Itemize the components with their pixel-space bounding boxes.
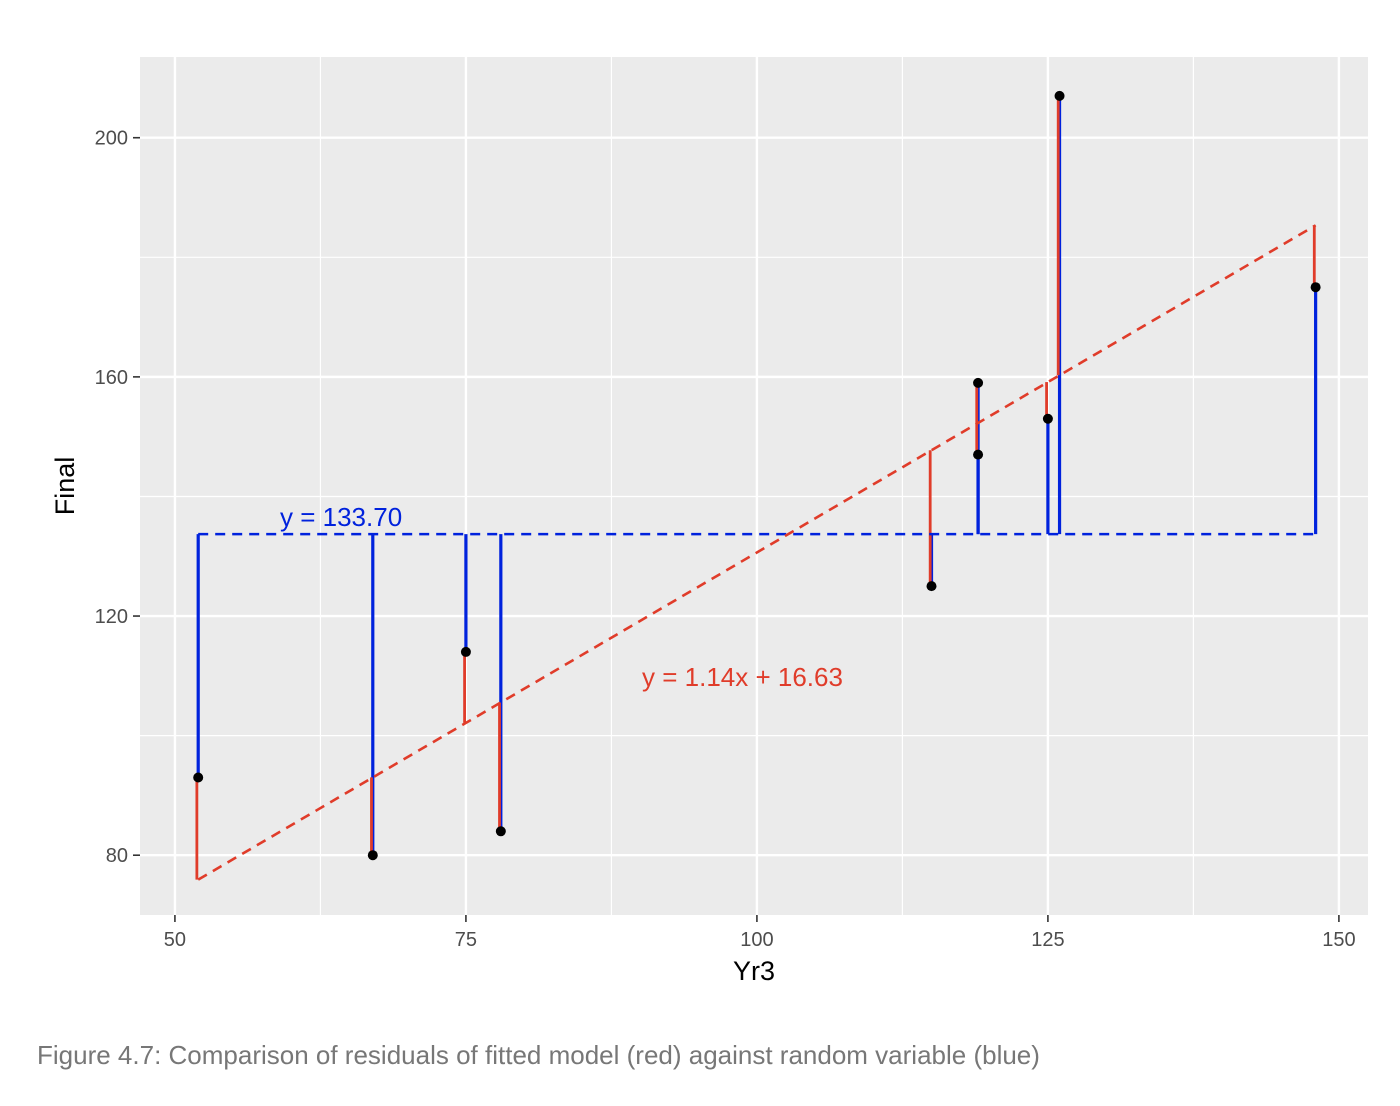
y-tick-label: 200 <box>95 128 128 150</box>
data-point <box>460 646 471 657</box>
residual-segments <box>195 95 1318 880</box>
data-point <box>495 826 506 837</box>
mean-line-label: y = 133.70 <box>280 502 402 532</box>
y-tick-label: 160 <box>95 367 128 389</box>
model-lines <box>197 224 1317 881</box>
data-point <box>193 772 204 783</box>
x-tick-label: 150 <box>1322 929 1355 951</box>
data-point <box>367 850 378 861</box>
data-point <box>973 377 984 388</box>
data-points <box>193 90 1321 861</box>
x-tick-label: 50 <box>164 929 186 951</box>
fitted-line-label: y = 1.14x + 16.63 <box>642 662 843 692</box>
y-axis-title: Final <box>50 457 80 516</box>
data-point <box>973 449 984 460</box>
y-tick-label: 120 <box>95 606 128 628</box>
y-tick-label: 80 <box>106 845 128 867</box>
data-point <box>1054 90 1065 101</box>
annotations: y = 133.70 y = 1.14x + 16.63 Yr3 Final <box>50 457 843 986</box>
x-tick-label: 125 <box>1031 929 1064 951</box>
x-tick-label: 75 <box>455 929 477 951</box>
x-tick-label: 100 <box>740 929 773 951</box>
figure-caption: Figure 4.7: Comparison of residuals of f… <box>37 1040 1040 1070</box>
plot-panel <box>140 57 1368 915</box>
data-point <box>926 581 937 592</box>
data-point <box>1042 413 1053 424</box>
grid-lines <box>140 57 1368 915</box>
axis-ticks: 50 75 100 125 150 80 120 160 200 <box>95 128 1356 951</box>
x-axis-title: Yr3 <box>733 956 775 986</box>
data-point <box>1310 282 1321 293</box>
residuals-chart: 50 75 100 125 150 80 120 160 200 y = 133.70 y = … <box>50 57 1368 986</box>
fitted-line <box>197 224 1317 881</box>
